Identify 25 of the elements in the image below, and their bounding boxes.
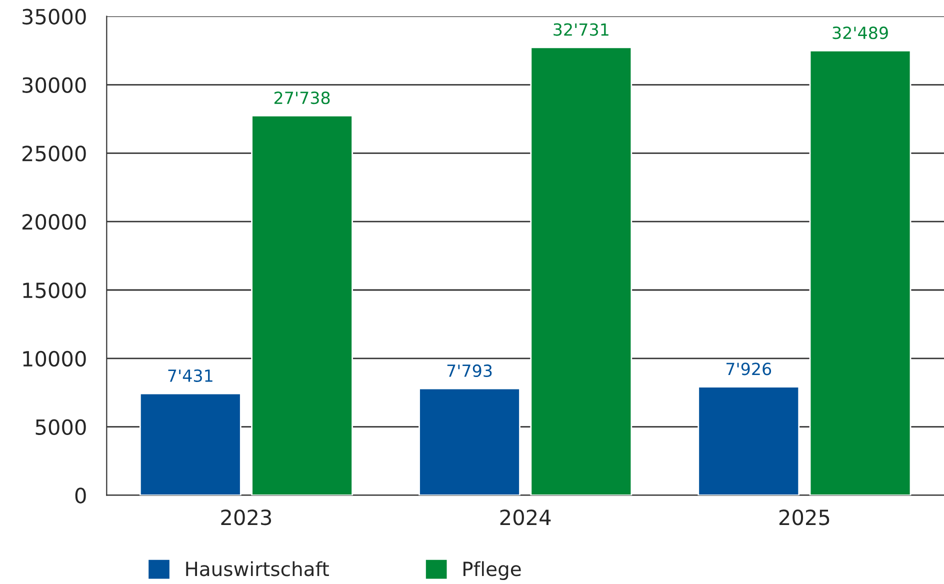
x-tick-label: 2024 xyxy=(500,509,551,526)
data-label: 32'489 xyxy=(832,26,888,40)
y-tick-label: 10000 xyxy=(23,350,86,367)
legend-label: Pflege xyxy=(464,561,521,580)
data-label: 7'926 xyxy=(726,362,772,376)
x-tick-label: 2025 xyxy=(779,509,830,526)
bar xyxy=(698,386,800,496)
y-tick-label: 5000 xyxy=(36,419,86,436)
bar xyxy=(530,46,632,496)
data-label: 7'793 xyxy=(447,364,492,378)
bar xyxy=(809,50,912,496)
y-tick-label: 15000 xyxy=(23,282,86,298)
data-label: 32'731 xyxy=(554,23,608,36)
y-tick-label: 30000 xyxy=(22,77,86,93)
data-label: 27'738 xyxy=(274,92,330,104)
y-tick-label: 25000 xyxy=(22,146,86,162)
bar xyxy=(139,392,242,496)
x-tick-label: 2023 xyxy=(221,509,272,526)
legend-label: Hauswirtschaft xyxy=(186,561,329,576)
data-label: 7'431 xyxy=(168,369,212,382)
y-tick-label: 20000 xyxy=(22,214,86,230)
bar xyxy=(418,388,520,496)
y-tick-label: 35000 xyxy=(22,8,86,25)
y-tick-label: 0 xyxy=(75,488,86,504)
bar xyxy=(251,115,353,496)
